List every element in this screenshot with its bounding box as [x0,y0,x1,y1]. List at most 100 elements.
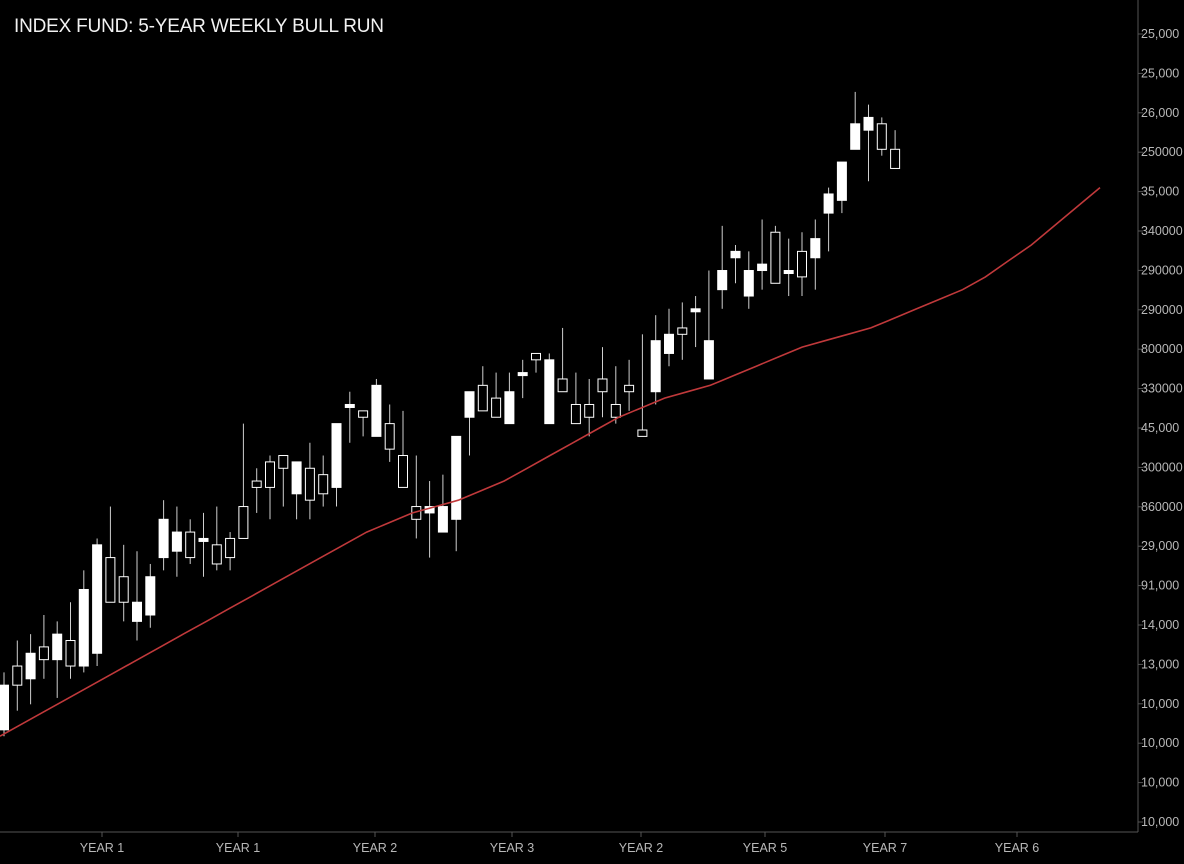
candle [451,435,462,552]
y-tick-label: 330000 [1141,382,1183,396]
y-tick-label: 10,000 [1141,815,1179,829]
y-tick-label: 35,000 [1141,185,1179,199]
candle-body-down [185,531,196,559]
candle-body-up [437,506,448,533]
candle [198,512,209,577]
candle [531,352,541,373]
candle-body-up [757,263,768,272]
candle [411,455,422,539]
candle [185,519,196,564]
candle-body-down [677,327,688,335]
candle [145,563,156,628]
candle [105,506,116,603]
y-tick-label: 25,000 [1141,66,1179,80]
candle [770,225,781,284]
candle [171,506,182,577]
x-tick-label: YEAR 2 [619,841,664,855]
candle [570,372,581,425]
y-tick-label: 10,000 [1141,736,1179,750]
candle-body-up [158,518,169,559]
candle-body-down [65,640,76,667]
candle [491,372,502,418]
candle [783,238,794,297]
candle [12,640,23,711]
candle [52,621,63,698]
candle [823,187,834,252]
candle-body-down [477,384,488,412]
y-tick-label: 300000 [1141,460,1183,474]
candle [118,544,129,622]
candles-layer [0,91,901,737]
candle-body-up [371,384,382,437]
candle [92,538,103,667]
x-axis-ticks: YEAR 1 YEAR 1 YEAR 2 YEAR 3 YEAR 2 YEAR 5 YEAR… [80,832,1039,855]
candle [464,391,475,456]
candle [0,672,9,737]
candle-body-down [491,397,502,418]
candle-body-up [291,461,302,495]
candle [211,506,222,571]
candle [850,91,861,150]
candle-body-up [451,435,462,520]
x-tick-label: YEAR 1 [80,841,125,855]
candle-body-down [118,576,129,603]
candle-body-up [823,193,834,214]
candle-body-down [637,429,648,437]
y-tick-label: 25,000 [1141,27,1179,41]
candle-body-down [610,403,621,418]
candle [544,353,555,425]
candle-body-up [650,340,661,393]
x-tick-label: YEAR 3 [490,841,535,855]
candle [38,615,49,679]
candle-body-up [52,633,63,661]
x-tick-label: YEAR 1 [216,841,261,855]
candle [132,551,142,641]
candle-body-up [0,684,9,731]
candle [65,602,76,679]
candle [757,219,768,290]
x-tick-label: YEAR 5 [743,841,788,855]
candle-body-up [690,308,701,313]
candle-body-down [557,378,568,393]
candle [504,372,515,425]
candle [584,378,595,437]
candle-body-up [703,340,714,380]
candle-body-down [890,148,901,169]
x-tick-label: YEAR 2 [353,841,398,855]
candle-body-up [664,333,674,354]
candle-body-down [225,537,236,559]
candle-body-up [464,391,475,418]
candle [836,161,847,214]
candle-body-up [743,270,754,297]
candle [398,410,408,488]
candle-body-up [171,531,182,552]
y-tick-label: 290000 [1141,303,1183,317]
candle-body-down [304,467,315,501]
candle [78,570,89,673]
candle [477,366,488,412]
candle-body-up [198,537,209,542]
candle-body-down [624,384,635,393]
candle-body-down [398,455,408,488]
y-tick-label: 45,000 [1141,421,1179,435]
candle-body-down [770,231,781,284]
candle-body-up [132,601,142,622]
candle [876,117,887,156]
candle [265,455,275,520]
candle-body-up [517,372,528,377]
candle [225,532,236,571]
moving-average-line [0,186,1101,737]
chart-title: INDEX FUND: 5-YEAR WEEKLY BULL RUN [14,16,384,37]
candle-body-up [145,576,156,616]
y-tick-label: 26,000 [1141,106,1179,120]
candle-body-down [876,123,887,150]
candle-body-down [597,378,608,393]
candle-body-up [863,116,874,131]
candle-body-down [38,646,49,661]
candle [610,366,621,424]
candle [384,404,395,462]
y-tick-label: 10,000 [1141,776,1179,790]
candle [730,245,741,284]
candle [424,481,435,558]
